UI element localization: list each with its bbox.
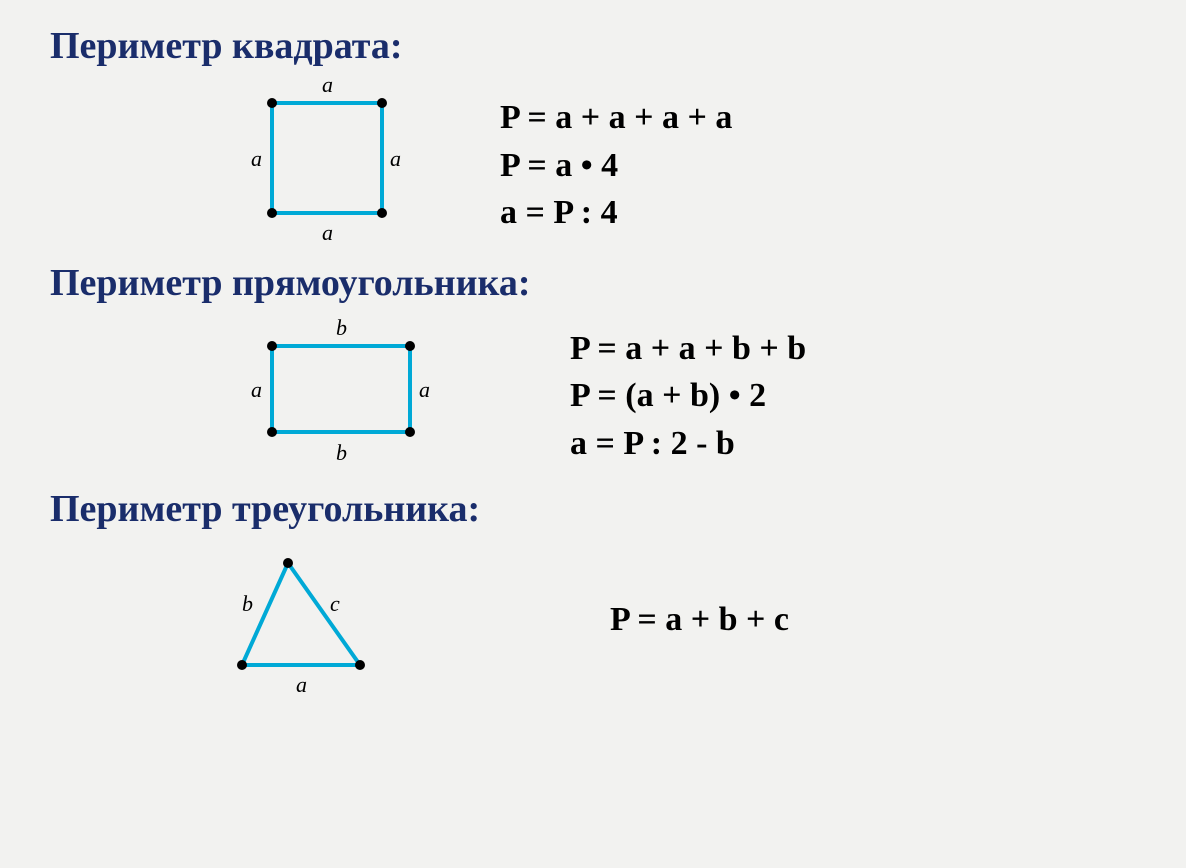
- diagram-square: a a a a: [230, 68, 420, 263]
- square-label-right: a: [390, 146, 401, 171]
- formulas-rectangle: P = a + a + b + b P = (a + b) • 2 a = P …: [570, 325, 806, 468]
- tri-label-b: b: [242, 591, 253, 616]
- section-triangle: b c a P = a + b + c: [50, 537, 1136, 702]
- heading-rectangle: Периметр прямоугольника:: [50, 261, 1136, 305]
- rect-label-right: a: [419, 377, 430, 402]
- heading-square: Периметр квадрата:: [50, 24, 1136, 68]
- formulas-triangle: P = a + b + c: [610, 596, 789, 644]
- rect-formula-2: P = (a + b) • 2: [570, 372, 806, 420]
- square-label-left: a: [251, 146, 262, 171]
- tri-formula-1: P = a + b + c: [610, 596, 789, 644]
- square-formula-3: a = P : 4: [500, 189, 732, 237]
- rect-label-top: b: [336, 315, 347, 340]
- diagram-triangle: b c a: [210, 537, 390, 702]
- rect-formula-3: a = P : 2 - b: [570, 420, 806, 468]
- square-formula-1: P = a + a + a + a: [500, 94, 732, 142]
- section-square: a a a a P = a + a + a + a P = a • 4 a = …: [50, 68, 1136, 263]
- diagram-rectangle: b a a b: [230, 311, 450, 481]
- rect-label-left: a: [251, 377, 262, 402]
- rect-label-bottom: b: [336, 440, 347, 465]
- square-label-bottom: a: [322, 220, 333, 245]
- rect-formula-1: P = a + a + b + b: [570, 325, 806, 373]
- heading-triangle: Периметр треугольника:: [50, 487, 1136, 531]
- tri-label-a: a: [296, 672, 307, 697]
- square-label-top: a: [322, 72, 333, 97]
- section-rectangle: b a a b P = a + a + b + b P = (a + b) • …: [50, 311, 1136, 481]
- square-formula-2: P = a • 4: [500, 142, 732, 190]
- tri-label-c: c: [330, 591, 340, 616]
- formulas-square: P = a + a + a + a P = a • 4 a = P : 4: [500, 94, 732, 237]
